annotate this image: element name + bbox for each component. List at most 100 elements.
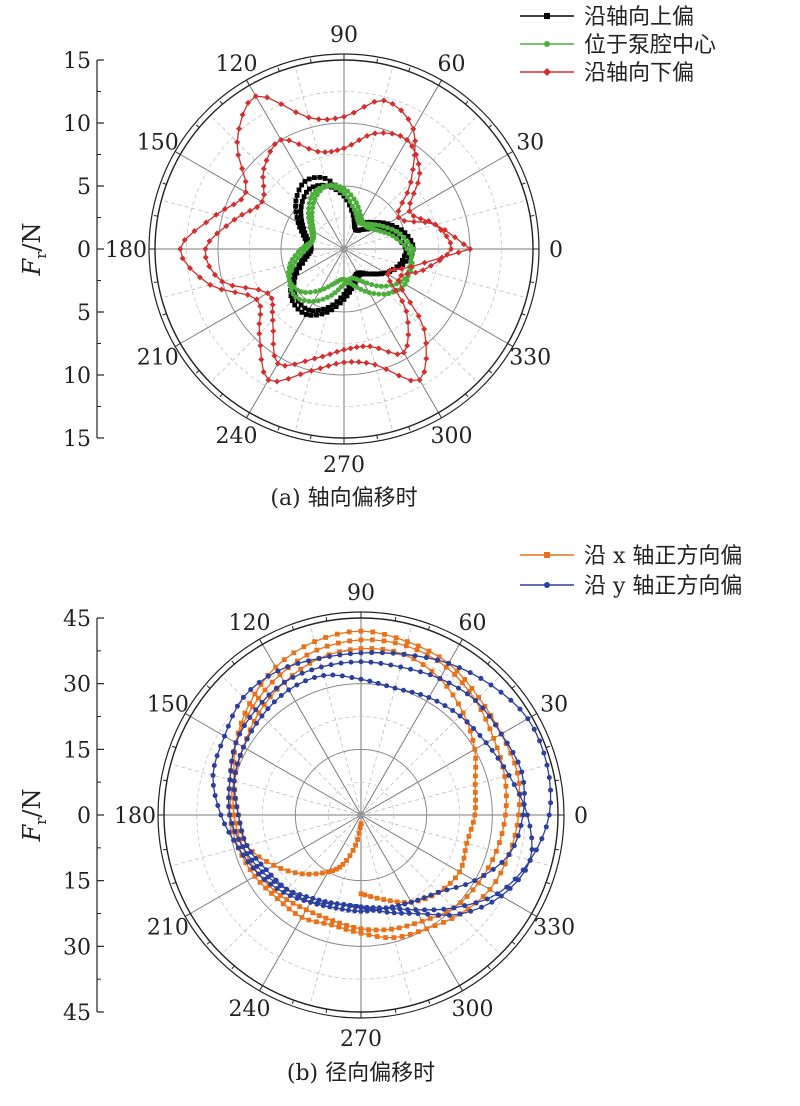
data-point (462, 677, 468, 682)
data-point (501, 764, 507, 770)
data-point (466, 833, 472, 839)
data-point (290, 271, 296, 277)
data-point (398, 272, 405, 279)
data-point (286, 269, 292, 275)
data-point (328, 662, 334, 668)
data-point (298, 289, 304, 295)
data-point (292, 253, 298, 259)
data-point (257, 342, 264, 349)
data-point (239, 828, 245, 834)
data-point (317, 365, 324, 372)
data-point (315, 298, 321, 304)
data-point (405, 233, 411, 239)
data-point (295, 660, 301, 666)
data-point (399, 199, 406, 206)
data-point (321, 672, 327, 678)
data-point (298, 246, 304, 252)
data-point (454, 668, 460, 674)
data-point (485, 865, 491, 871)
data-point (302, 358, 309, 365)
data-point (306, 200, 312, 206)
data-point (338, 660, 344, 666)
data-point (353, 842, 359, 848)
data-point (369, 637, 375, 643)
data-point (394, 899, 400, 905)
data-point (311, 355, 318, 362)
data-point (177, 246, 184, 252)
angle-tick-mark (511, 685, 516, 689)
data-point (408, 238, 414, 243)
data-point (487, 887, 493, 892)
data-point (322, 149, 329, 156)
data-point (415, 643, 421, 649)
data-point (499, 859, 505, 865)
angle-tick-mark (219, 393, 223, 398)
data-point (237, 731, 243, 737)
data-point (455, 249, 462, 256)
data-point (349, 203, 355, 209)
data-point (381, 638, 387, 644)
data-point (309, 210, 315, 216)
data-point (262, 687, 268, 693)
angle-tick-mark (438, 79, 442, 86)
data-point (404, 342, 411, 349)
data-point (322, 898, 328, 904)
data-point (543, 824, 549, 830)
data-point (387, 898, 393, 904)
data-point (232, 769, 238, 775)
radial-axis-tick-label: 30 (63, 673, 91, 698)
data-point (511, 782, 517, 788)
data-point (529, 835, 535, 841)
data-point (515, 833, 521, 839)
angle-tick-mark (195, 124, 200, 128)
data-point (245, 859, 251, 865)
data-point (325, 294, 331, 300)
data-point (386, 278, 393, 285)
data-point (298, 302, 304, 308)
data-point (252, 691, 258, 697)
angle-tick-mark (277, 67, 280, 72)
data-point (286, 687, 292, 693)
radial-axis-tick-label: 0 (77, 238, 91, 263)
data-point (306, 206, 312, 212)
data-point (232, 820, 238, 826)
data-point (306, 658, 312, 664)
data-point (520, 812, 526, 818)
data-point (352, 224, 357, 230)
data-point (294, 193, 300, 198)
data-point (299, 258, 304, 263)
data-point (299, 309, 305, 315)
data-point (291, 361, 298, 368)
data-point (265, 376, 272, 383)
data-point (489, 747, 495, 753)
data-point (447, 239, 454, 246)
data-point (405, 907, 411, 913)
data-point (425, 911, 431, 917)
data-point (451, 234, 458, 241)
data-point (240, 852, 246, 858)
data-point (286, 137, 293, 144)
data-point (295, 249, 301, 255)
data-point (352, 226, 358, 232)
data-point (368, 894, 374, 899)
data-point (372, 220, 377, 225)
data-point (325, 305, 331, 310)
data-point (281, 679, 287, 685)
data-point (333, 905, 339, 911)
angular-gridline (294, 248, 345, 432)
data-point (297, 296, 303, 302)
data-point (379, 650, 385, 656)
angle-tick-mark (259, 985, 263, 992)
data-point (346, 907, 352, 913)
data-point (215, 803, 221, 809)
data-point (531, 726, 537, 732)
data-point (319, 311, 325, 317)
data-point (403, 249, 409, 255)
data-point (314, 919, 319, 925)
data-point (273, 877, 279, 883)
data-point (235, 845, 241, 851)
figure-caption: (a) 轴向偏移时 (270, 486, 417, 511)
data-point (234, 761, 240, 767)
data-point (386, 231, 392, 237)
data-point (487, 726, 493, 732)
